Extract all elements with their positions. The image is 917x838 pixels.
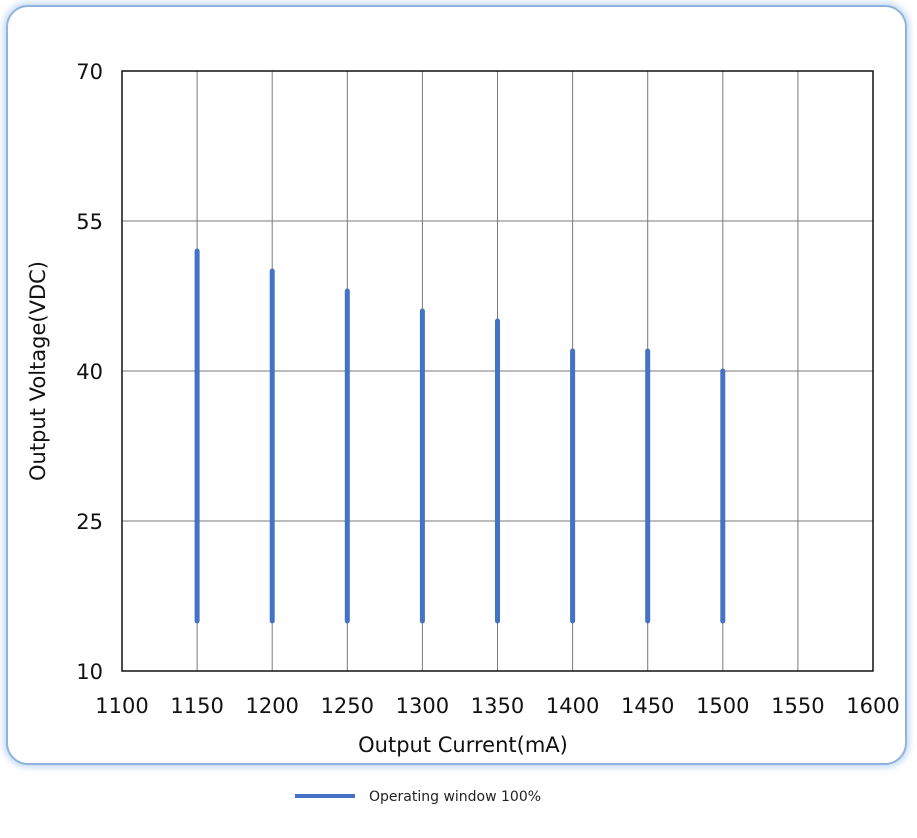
chart-frame	[6, 5, 907, 765]
x-tick-label-1300: 1300	[396, 694, 449, 718]
x-tick-labels: 1100 1150 1200 1250 1300 1350 1400 1450 1500 1550…	[95, 694, 899, 718]
x-tick-label-1450: 1450	[621, 694, 674, 718]
y-tick-label-40: 40	[76, 360, 103, 384]
x-tick-label-1500: 1500	[696, 694, 749, 718]
x-axis-title: Output Current(mA)	[358, 733, 568, 757]
y-tick-label-10: 10	[76, 660, 103, 684]
x-tick-label-1400: 1400	[546, 694, 599, 718]
y-axis-title: Output Voltage(VDC)	[26, 261, 50, 481]
series-bars	[194, 248, 726, 624]
y-tick-labels: 10 25 40 55 70	[76, 60, 103, 684]
legend-label-operating-window: Operating window 100%	[369, 789, 541, 805]
x-tick-label-1150: 1150	[170, 694, 223, 718]
plot-area	[121, 70, 874, 672]
x-tick-label-1350: 1350	[471, 694, 524, 718]
y-tick-label-25: 25	[76, 510, 103, 534]
x-tick-label-1200: 1200	[245, 694, 298, 718]
x-tick-label-1100: 1100	[95, 694, 148, 718]
legend: Operating window 100%	[295, 789, 541, 805]
x-tick-label-1550: 1550	[771, 694, 824, 718]
x-tick-label-1250: 1250	[321, 694, 374, 718]
y-tick-label-70: 70	[76, 60, 103, 84]
x-tick-label-1600: 1600	[846, 694, 899, 718]
y-tick-label-55: 55	[76, 210, 103, 234]
